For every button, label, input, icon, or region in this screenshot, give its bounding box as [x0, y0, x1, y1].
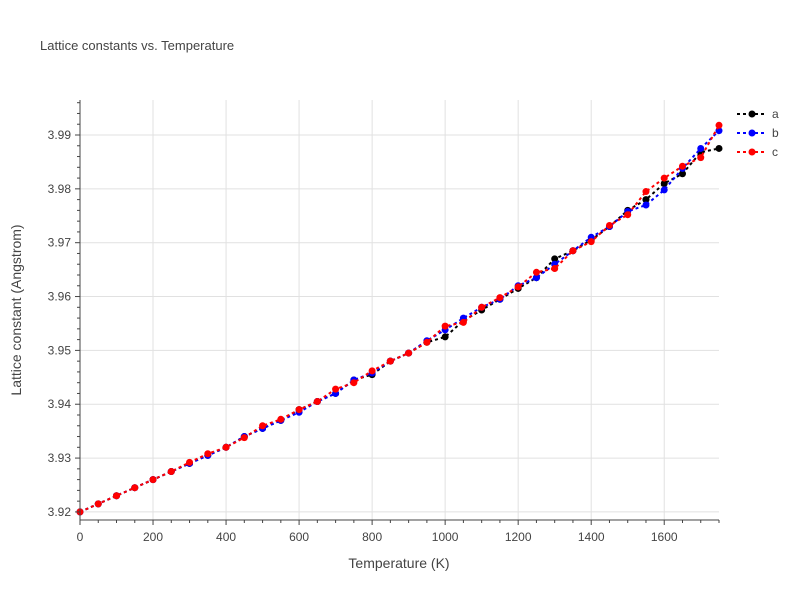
legend-swatch-marker [748, 148, 756, 156]
x-tick-label: 1400 [578, 530, 605, 544]
data-point-c [131, 484, 139, 492]
data-point-c [386, 357, 394, 365]
chart-title: Lattice constants vs. Temperature [40, 38, 234, 53]
data-point-c [514, 283, 522, 291]
legend-label: b [772, 126, 779, 140]
data-point-a [642, 196, 650, 204]
y-tick-label: 3.93 [48, 451, 72, 465]
legend-item-a[interactable]: a [737, 107, 779, 121]
data-point-c [642, 188, 650, 196]
legend-item-b[interactable]: b [737, 126, 779, 140]
data-point-a [660, 179, 668, 187]
data-point-a [551, 255, 559, 263]
data-point-c [478, 303, 486, 311]
legend[interactable]: abc [737, 107, 779, 159]
data-point-c [204, 450, 212, 458]
data-point-c [441, 322, 449, 330]
data-point-a [715, 144, 723, 152]
data-point-c [697, 154, 705, 162]
y-tick-label: 3.95 [48, 343, 72, 357]
data-point-c [259, 422, 267, 430]
x-tick-label: 0 [77, 530, 84, 544]
data-point-c [715, 121, 723, 129]
legend-swatch-marker [748, 129, 756, 137]
legend-label: c [772, 145, 778, 159]
axes: 0 200 400 600 800 1000 1200 1400 1600 3.92 3.93 3.9… [48, 100, 720, 544]
legend-item-c[interactable]: c [737, 145, 778, 159]
series-c [76, 121, 723, 516]
x-tick-label: 1600 [651, 530, 678, 544]
legend-label: a [772, 107, 779, 121]
x-tick-label: 800 [362, 530, 382, 544]
data-point-c [423, 338, 431, 346]
data-point-c [587, 238, 595, 246]
x-tick-label: 400 [216, 530, 236, 544]
data-point-c [405, 349, 413, 357]
data-point-a [678, 170, 686, 178]
legend-swatch-marker [748, 110, 756, 118]
data-point-c [532, 268, 540, 276]
y-tick-label: 3.99 [48, 128, 72, 142]
data-point-c [551, 265, 559, 273]
data-point-c [240, 434, 248, 442]
y-tick-label: 3.92 [48, 505, 72, 519]
data-point-c [222, 443, 230, 451]
y-tick-label: 3.94 [48, 397, 72, 411]
y-tick-label: 3.98 [48, 182, 72, 196]
data-point-c [149, 476, 157, 484]
data-point-a [441, 333, 449, 341]
x-tick-label: 600 [289, 530, 309, 544]
series-line-c [79, 124, 720, 513]
x-axis-title: Temperature (K) [348, 555, 449, 571]
data-point-c [624, 211, 632, 219]
y-axis-title: Lattice constant (Angstrom) [8, 224, 24, 395]
data-point-c [569, 247, 577, 255]
x-tick-label: 200 [143, 530, 163, 544]
grid [80, 100, 719, 520]
series-line-b [79, 129, 720, 513]
series-a [76, 144, 723, 516]
data-point-c [496, 294, 504, 302]
x-tick-label: 1000 [432, 530, 459, 544]
data-point-c [678, 162, 686, 170]
y-tick-label: 3.96 [48, 290, 72, 304]
data-point-c [167, 468, 175, 476]
data-point-b [697, 144, 705, 152]
data-point-c [186, 458, 194, 466]
y-tick-label: 3.97 [48, 236, 72, 250]
series-layer [76, 121, 723, 516]
data-point-b [660, 186, 668, 194]
data-point-c [660, 174, 668, 182]
data-point-c [295, 406, 303, 414]
data-point-c [313, 398, 321, 406]
data-point-c [459, 318, 467, 326]
series-line-a [79, 147, 720, 513]
data-point-c [94, 500, 102, 508]
data-point-c [277, 415, 285, 423]
x-tick-label: 1200 [505, 530, 532, 544]
data-point-b [532, 274, 540, 282]
data-point-c [350, 379, 358, 387]
data-point-c [605, 221, 613, 229]
series-b [76, 127, 723, 516]
data-point-c [332, 385, 340, 393]
data-point-b [642, 201, 650, 209]
data-point-c [113, 492, 121, 500]
data-point-c [368, 367, 376, 375]
